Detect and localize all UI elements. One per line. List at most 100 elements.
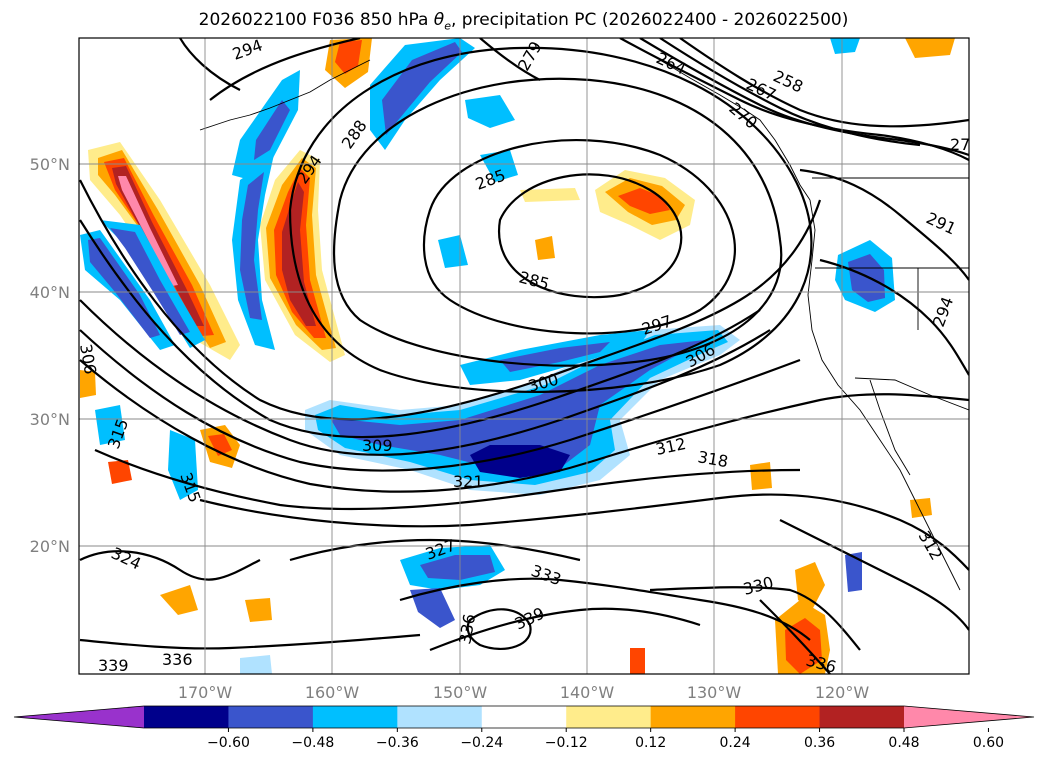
gridlines [79, 38, 969, 674]
cold-streak-west-2-inner [110, 228, 190, 335]
colorbar: −0.60 −0.48 −0.36 −0.24 −0.12 0.12 0.24 0.36 0.4… [13, 705, 1035, 751]
contour-309 [79, 329, 801, 472]
lat-label: 20°N [30, 537, 70, 556]
precip-shading [80, 38, 955, 674]
coast-bc [807, 199, 961, 591]
warm-band-west-peak [118, 176, 178, 286]
map-area: 294 279 264 258 267 270 27 288 294 285 2… [79, 38, 970, 677]
cold-band-nw-inner [382, 42, 462, 135]
colorbar-tick-label: 0.48 [888, 735, 919, 751]
colorbar-extend-low [14, 706, 144, 728]
contour-318 [199, 493, 969, 571]
warm-patch-far-w2 [108, 460, 132, 484]
colorbar-segment [312, 706, 398, 728]
cold-band-south-d [470, 445, 570, 478]
cold-streak-west-inner [88, 238, 160, 338]
colorbar-segment [566, 706, 652, 728]
colorbar-tick-label: 0.36 [804, 735, 835, 751]
colorbar-labels: −0.60 −0.48 −0.36 −0.24 −0.12 0.12 0.24 0.36 0.4… [207, 728, 1004, 751]
colorbar-segment [397, 706, 483, 728]
warm-spot-top-inner [335, 40, 362, 74]
colorbar-tick-label: −0.12 [545, 735, 588, 751]
colorbar-segment [228, 706, 314, 728]
contour-se-2 [759, 599, 831, 674]
contour-label: 336 [804, 651, 838, 677]
warm-patch-e2 [910, 498, 932, 518]
contour-label: 309 [362, 436, 393, 455]
contour-east-1 [799, 168, 969, 281]
contour-alaska-3 [659, 38, 921, 147]
colorbar-tick-label: −0.36 [376, 735, 419, 751]
cold-patch-mid-n [465, 95, 515, 128]
colorbar-segment [144, 706, 229, 728]
contour-300 [79, 179, 822, 421]
warm-patch-bot [630, 648, 645, 674]
warm-patch-sw2 [245, 598, 272, 622]
contour-339 [429, 607, 701, 652]
colorbar-tick-label: 0.12 [635, 735, 666, 751]
warm-patch-top-r [905, 38, 955, 58]
contour-306 [79, 299, 771, 456]
warm-patch-e [750, 462, 772, 490]
lon-label: 140°W [560, 683, 615, 702]
cold-patch-bot-l [240, 655, 272, 674]
colorbar-tick-label: −0.24 [460, 735, 503, 751]
lat-label: 40°N [30, 283, 70, 302]
cold-patch-far-w [95, 405, 125, 445]
contour-297 [209, 38, 361, 101]
contour-312 [79, 359, 969, 493]
contour-top-1 [179, 38, 241, 91]
contour-label: 339 [98, 656, 129, 675]
contour-alaska-2 [639, 38, 969, 157]
colorbar-outline [13, 705, 1035, 729]
colorbar-tick-label: −0.60 [207, 735, 250, 751]
contour-288 [332, 77, 783, 367]
chart-title: 2026022100 F036 850 hPa θe, precipitatio… [198, 10, 849, 33]
colorbar-tick-label: −0.48 [291, 735, 334, 751]
contour-336 [79, 633, 421, 650]
lon-label: 130°W [687, 683, 742, 702]
colorbar-segment [650, 706, 736, 728]
lon-label: 120°W [815, 683, 870, 702]
contour-sw-loop [466, 608, 532, 650]
contour-se-1 [779, 519, 969, 631]
mexico-border [854, 377, 969, 411]
cold-patch-mid-w [438, 235, 468, 268]
warm-patch-ne-inner [618, 188, 670, 214]
colorbar-segment [735, 706, 821, 728]
contour-label: 321 [453, 472, 484, 491]
colorbar-segments [13, 705, 1035, 729]
contour-324 [79, 550, 261, 581]
contour-285-outer [422, 138, 736, 335]
contour-327 [289, 538, 581, 562]
lat-label: 30°N [30, 410, 70, 429]
longitude-labels: 170°W 160°W 150°W 140°W 130°W 120°W [178, 683, 870, 702]
warm-patch-mid [535, 236, 555, 260]
cold-band-a-inner [240, 172, 264, 320]
latitude-labels: 50°N 40°N 30°N 20°N [30, 155, 70, 556]
cold-patch-w2 [168, 430, 198, 500]
warm-patch-sw [160, 585, 198, 615]
cold-patch-top-r [830, 38, 860, 54]
contour-label: 336 [162, 650, 193, 669]
lon-label: 150°W [433, 683, 488, 702]
lon-label: 160°W [305, 683, 360, 702]
theta-subscript: e [444, 19, 451, 33]
cold-band-south-c [330, 340, 705, 470]
colorbar-tick-label: 0.24 [720, 735, 751, 751]
cold-patch-sw-inner [420, 555, 495, 580]
colorbar-tick-label: 0.60 [973, 735, 1004, 751]
aleutians [199, 59, 371, 131]
cold-patch-east-inner [848, 254, 885, 302]
contour-east-2 [819, 258, 969, 376]
theta-e-contours [79, 38, 969, 674]
cold-patch-e2 [845, 552, 862, 592]
contour-top-2 [479, 38, 541, 81]
contour-label: 27 [950, 135, 970, 154]
contour-303 [79, 219, 761, 439]
warm-patch-se-2 [795, 562, 825, 610]
warm-patch-w-inner [208, 434, 232, 456]
theta-symbol: θ [433, 10, 445, 30]
coast-alaska [659, 59, 811, 201]
